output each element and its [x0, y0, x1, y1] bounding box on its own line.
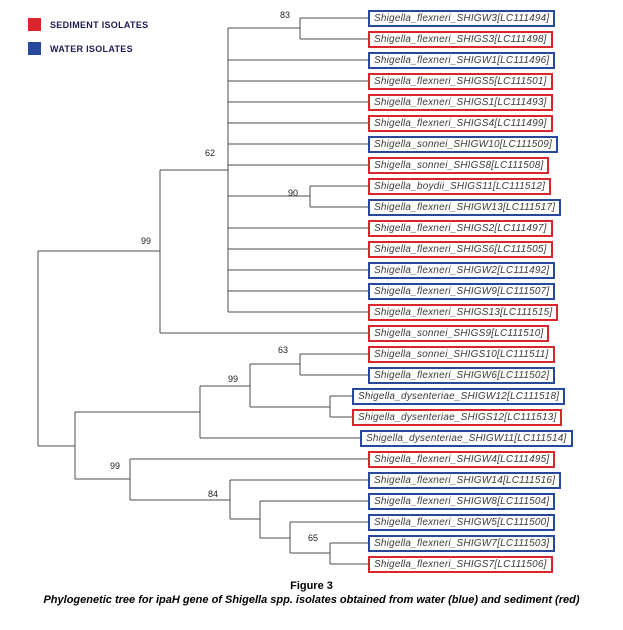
- figure-caption-text: Phylogenetic tree for ipaH gene of Shige…: [43, 594, 580, 606]
- taxon-box: Shigella_dysenteriae_SHIGS12[LC111513]: [352, 408, 563, 426]
- taxon-label: Shigella_flexneri_SHIGW4[LC111495]: [374, 453, 550, 465]
- taxon-box: Shigella_flexneri_SHIGW1[LC111496]: [368, 51, 556, 69]
- taxon-box: Shigella_flexneri_SHIGW7[LC111503]: [368, 534, 556, 552]
- taxon-label: Shigella_flexneri_SHIGS4[LC111499]: [374, 117, 547, 129]
- taxon-box: Shigella_boydii_SHIGS11[LC111512]: [368, 177, 552, 195]
- taxon-box: Shigella_flexneri_SHIGW9[LC111507]: [368, 282, 556, 300]
- taxon-box: Shigella_sonnei_SHIGS10[LC111511]: [368, 345, 555, 363]
- taxon-box: Shigella_flexneri_SHIGS3[LC111498]: [368, 30, 553, 48]
- taxon-label: Shigella_flexneri_SHIGW5[LC111500]: [374, 516, 550, 528]
- taxon-label: Shigella_flexneri_SHIGS7[LC111506]: [374, 558, 547, 570]
- taxon-box: Shigella_flexneri_SHIGS7[LC111506]: [368, 555, 553, 573]
- bootstrap-value: 99: [110, 461, 121, 471]
- taxon-box: Shigella_flexneri_SHIGS2[LC111497]: [368, 219, 553, 237]
- taxon-box: Shigella_flexneri_SHIGS5[LC111501]: [368, 72, 553, 90]
- taxon-label: Shigella_boydii_SHIGS11[LC111512]: [374, 180, 546, 192]
- bootstrap-value: 62: [205, 148, 216, 158]
- taxon-label: Shigella_sonnei_SHIGW10[LC111509]: [374, 138, 553, 150]
- taxon-box: Shigella_flexneri_SHIGW4[LC111495]: [368, 450, 556, 468]
- sediment-swatch-icon: [28, 18, 41, 31]
- taxon-label: Shigella_dysenteriae_SHIGW12[LC111518]: [358, 390, 560, 402]
- taxon-label: Shigella_flexneri_SHIGS1[LC111493]: [374, 96, 547, 108]
- taxon-box: Shigella_flexneri_SHIGW5[LC111500]: [368, 513, 556, 531]
- taxon-label: Shigella_flexneri_SHIGW14[LC111516]: [374, 474, 556, 486]
- taxon-box: Shigella_flexneri_SHIGW14[LC111516]: [368, 471, 562, 489]
- taxon-box: Shigella_flexneri_SHIGW6[LC111502]: [368, 366, 556, 384]
- taxon-label: Shigella_flexneri_SHIGW3[LC111494]: [374, 12, 550, 24]
- legend-label: WATER ISOLATES: [50, 43, 133, 54]
- taxon-box: Shigella_sonnei_SHIGW10[LC111509]: [368, 135, 559, 153]
- taxon-box: Shigella_flexneri_SHIGW13[LC111517]: [368, 198, 562, 216]
- taxon-label: Shigella_flexneri_SHIGW13[LC111517]: [374, 201, 556, 213]
- bootstrap-value: 63: [278, 345, 289, 355]
- legend-item-sediment: SEDIMENT ISOLATES: [28, 18, 148, 31]
- bootstrap-value: 84: [208, 489, 219, 499]
- taxon-label: Shigella_sonnei_SHIGS10[LC111511]: [374, 348, 549, 360]
- bootstrap-value: 99: [228, 374, 239, 384]
- taxon-label: Shigella_flexneri_SHIGW2[LC111492]: [374, 264, 550, 276]
- taxon-box: Shigella_flexneri_SHIGW8[LC111504]: [368, 492, 556, 510]
- taxon-label: Shigella_flexneri_SHIGS13[LC111515]: [374, 306, 553, 318]
- taxon-label: Shigella_sonnei_SHIGS8[LC111508]: [374, 159, 544, 171]
- taxon-box: Shigella_flexneri_SHIGS13[LC111515]: [368, 303, 559, 321]
- taxon-label: Shigella_dysenteriae_SHIGS12[LC111513]: [358, 411, 557, 423]
- taxon-label: Shigella_flexneri_SHIGS5[LC111501]: [374, 75, 547, 87]
- water-swatch-icon: [28, 42, 41, 55]
- taxon-box: Shigella_dysenteriae_SHIGW11[LC111514]: [360, 429, 573, 447]
- taxon-label: Shigella_flexneri_SHIGS2[LC111497]: [374, 222, 547, 234]
- legend: SEDIMENT ISOLATES WATER ISOLATES: [28, 18, 148, 66]
- bootstrap-value: 83: [280, 10, 291, 20]
- taxon-label: Shigella_flexneri_SHIGS3[LC111498]: [374, 33, 547, 45]
- figure-number: Figure 3: [290, 580, 333, 592]
- bootstrap-value: 90: [288, 188, 299, 198]
- taxon-label: Shigella_flexneri_SHIGW1[LC111496]: [374, 54, 550, 66]
- taxon-label: Shigella_flexneri_SHIGW9[LC111507]: [374, 285, 550, 297]
- taxon-label: Shigella_flexneri_SHIGW6[LC111502]: [374, 369, 550, 381]
- taxon-label: Shigella_flexneri_SHIGW8[LC111504]: [374, 495, 550, 507]
- legend-label: SEDIMENT ISOLATES: [50, 19, 149, 30]
- taxon-box: Shigella_flexneri_SHIGS6[LC111505]: [368, 240, 553, 258]
- taxon-label: Shigella_flexneri_SHIGS6[LC111505]: [374, 243, 547, 255]
- taxon-label: Shigella_dysenteriae_SHIGW11[LC111514]: [366, 432, 567, 444]
- bootstrap-value: 65: [308, 533, 319, 543]
- taxon-box: Shigella_dysenteriae_SHIGW12[LC111518]: [352, 387, 566, 405]
- taxon-box: Shigella_sonnei_SHIGS9[LC111510]: [368, 324, 550, 342]
- taxon-label: Shigella_flexneri_SHIGW7[LC111503]: [374, 537, 550, 549]
- taxon-box: Shigella_sonnei_SHIGS8[LC111508]: [368, 156, 550, 174]
- taxon-box: Shigella_flexneri_SHIGW2[LC111492]: [368, 261, 556, 279]
- taxon-label: Shigella_sonnei_SHIGS9[LC111510]: [374, 327, 544, 339]
- bootstrap-value: 99: [141, 236, 152, 246]
- taxon-box: Shigella_flexneri_SHIGS1[LC111493]: [368, 93, 553, 111]
- taxon-box: Shigella_flexneri_SHIGS4[LC111499]: [368, 114, 553, 132]
- taxon-box: Shigella_flexneri_SHIGW3[LC111494]: [368, 9, 556, 27]
- figure-caption: Figure 3 Phylogenetic tree for ipaH gene…: [0, 580, 623, 606]
- legend-item-water: WATER ISOLATES: [28, 42, 148, 55]
